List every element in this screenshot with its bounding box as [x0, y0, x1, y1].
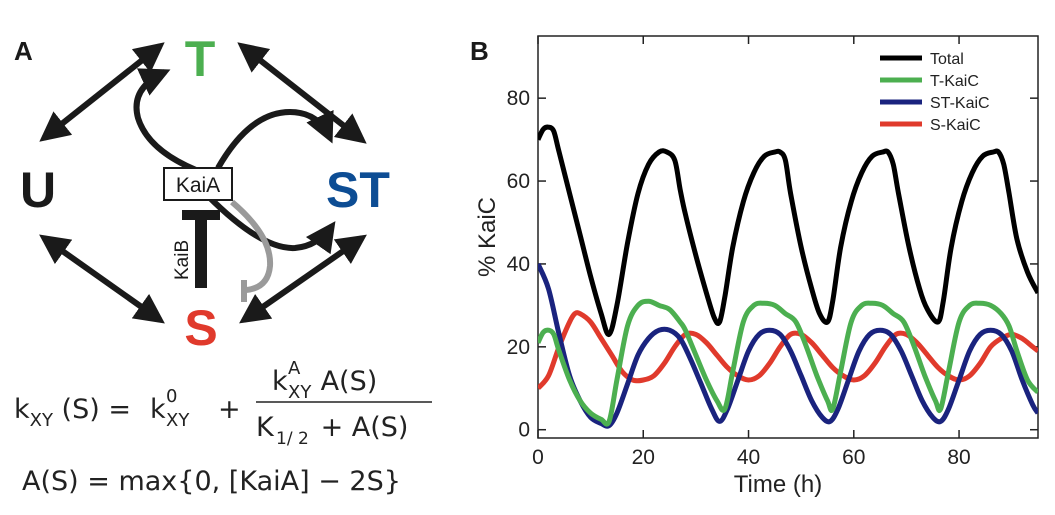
eq1-lhs-sub: XY [30, 410, 54, 431]
legend-label-st-kaic: ST-KaiC [930, 95, 990, 112]
series-line-t-kaic [538, 298, 1038, 427]
panel-b: B 0 20 40 60 80 0 20 40 60 80 Time (h) % KaiC Total T… [470, 35, 1039, 498]
line-chart: 0 20 40 60 80 0 20 40 60 80 Time (h) % KaiC Total T-K… [474, 35, 1039, 498]
kaib-label: KaiB [172, 240, 193, 280]
kaia-arrow-to-st-lower [205, 193, 336, 255]
svg-text:k: k [150, 394, 166, 425]
kaib-symbol [182, 210, 220, 288]
state-s: S [184, 300, 217, 356]
eq1-k0-sub: XY [166, 410, 190, 431]
legend-label-s-kaic: S-KaiC [930, 117, 981, 134]
x-tick-label: 60 [842, 446, 865, 469]
y-tick-label: 80 [507, 87, 530, 110]
equation-kaia-free: A(S) = max{0, [KaiA] − 2S} [22, 466, 401, 497]
transition-arrows [39, 42, 367, 324]
eq1-den-sub: 1/ 2 [276, 429, 309, 449]
eq1-num-rest: A(S) [312, 366, 377, 397]
x-tick-label: 40 [737, 446, 760, 469]
panel-b-letter: B [470, 36, 489, 66]
equation-rate: kXY (S) = k 0 XY + k A XY A(S) K 1/ 2 + … [14, 358, 432, 449]
panel-a-letter: A [14, 36, 33, 66]
kaia-arrow-to-t [133, 68, 198, 173]
svg-text:kXY (S) =: kXY (S) = [14, 394, 140, 431]
series-line-st-kaic [538, 262, 1038, 429]
eq1-num-sup: A [288, 358, 301, 379]
series-line-total [538, 124, 1038, 337]
y-axis-label: % KaiC [474, 197, 501, 277]
plot-frame [537, 35, 1039, 439]
eq1-lhs-k: k [14, 394, 30, 425]
y-tick-label: 20 [507, 336, 530, 359]
eq1-num-k: k [272, 366, 288, 397]
arrow-u-s [39, 234, 165, 324]
legend-label-total: Total [930, 51, 964, 68]
panel-a: A KaiB KaiA T U ST S [14, 31, 432, 497]
arrow-t-st [237, 42, 367, 144]
kaia-label: KaiA [176, 174, 220, 197]
kaib-inhibition-line [230, 199, 274, 293]
x-axis-label: Time (h) [734, 471, 822, 498]
kaia-box [163, 167, 233, 201]
legend-label-t-kaic: T-KaiC [930, 73, 979, 90]
state-t: T [185, 31, 216, 87]
eq1-k0: k [150, 394, 166, 425]
kaia-arrow-to-st-upper [215, 108, 334, 170]
eq1-lhs-arg: (S) = [53, 394, 140, 425]
eq1-num-sub: XY [288, 382, 312, 403]
arrow-st-s [239, 234, 367, 324]
y-tick-label: 0 [518, 419, 530, 442]
y-tick-label: 60 [507, 170, 530, 193]
eq1-k0-sup: 0 [166, 386, 177, 407]
eq1-den-rest: + A(S) [312, 412, 408, 443]
x-tick-label: 20 [632, 446, 655, 469]
x-tick-label: 0 [532, 446, 544, 469]
arrow-u-t [39, 42, 165, 142]
state-u: U [20, 162, 56, 218]
y-tick-label: 40 [507, 253, 530, 276]
eq1-plus: + [218, 394, 241, 425]
x-tick-label: 80 [947, 446, 970, 469]
eq1-den-k: K [256, 412, 275, 443]
state-st: ST [326, 162, 390, 218]
